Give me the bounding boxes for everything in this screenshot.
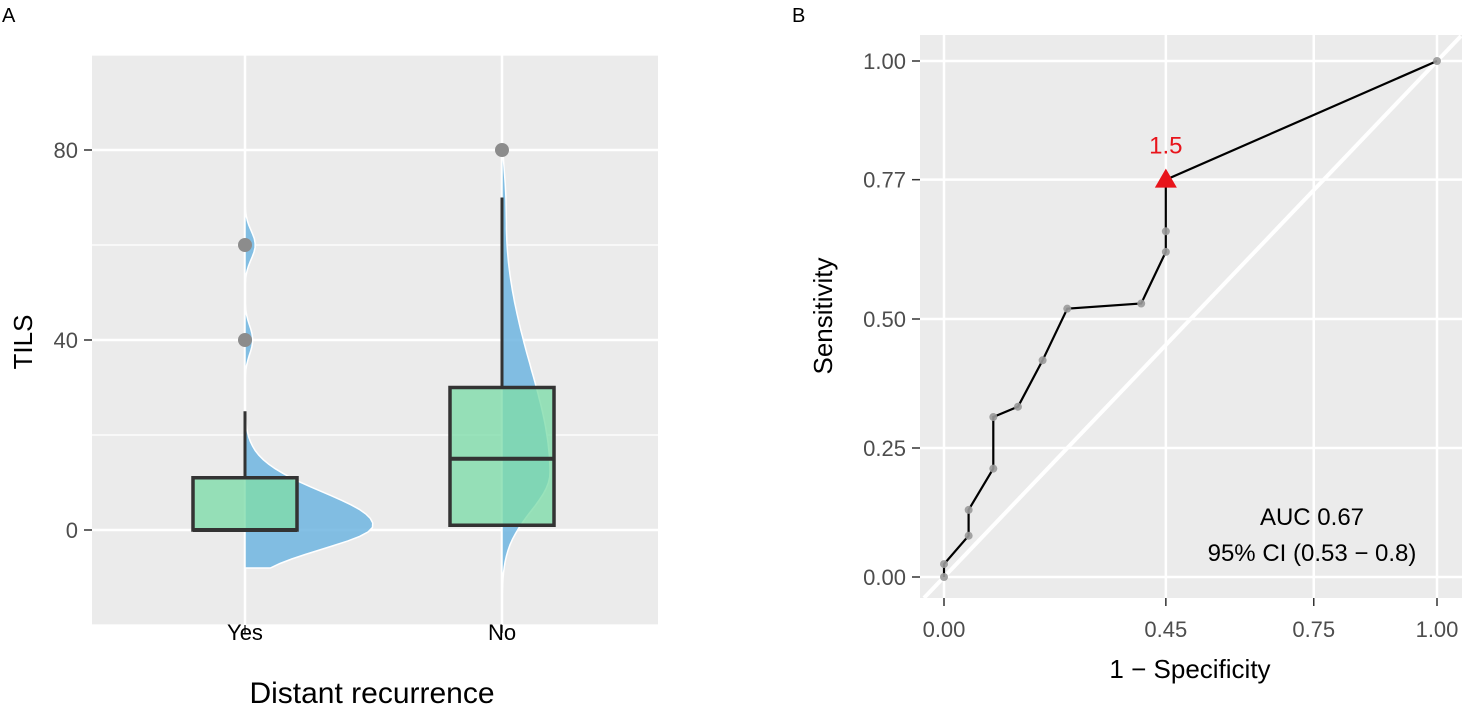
panel-a-letter: A (2, 5, 16, 27)
x-tick-label: Yes (227, 620, 263, 645)
outlier-point (495, 143, 509, 157)
y-tick-label: 0 (66, 518, 78, 543)
cutoff-label: 1.5 (1149, 133, 1182, 160)
y-tick-label: 0.50 (863, 307, 906, 332)
outlier-point (238, 333, 252, 347)
y-tick-label: 0.25 (863, 436, 906, 461)
panel-a-y-ticks: 0 40 80 (54, 138, 92, 543)
x-tick-label: 1.00 (1416, 617, 1459, 642)
y-tick-label: 80 (54, 138, 78, 163)
panel-a: A 0 40 80 Yes No TILS Distant recurrence (2, 5, 658, 710)
panel-a-x-axis-title: Distant recurrence (249, 677, 494, 710)
roc-point (989, 464, 998, 473)
roc-point (1161, 227, 1170, 236)
roc-point (964, 505, 973, 514)
auc-annotation: AUC 0.67 (1260, 504, 1364, 531)
y-tick-label: 40 (54, 328, 78, 353)
ci-annotation: 95% CI (0.53 − 0.8) (1208, 540, 1417, 567)
panel-b-y-axis-title: Sensitivity (808, 257, 838, 374)
x-tick-label: 0.75 (1292, 617, 1335, 642)
panel-b: B 1.5 0.00 0.25 0.50 0.77 1.00 0.00 0.45 0.75 1… (792, 5, 1463, 684)
x-tick-label: 0.00 (923, 617, 966, 642)
roc-point (940, 560, 948, 569)
x-tick-label: 0.45 (1144, 617, 1187, 642)
roc-point (1137, 299, 1146, 308)
panel-b-x-axis-title: 1 − Specificity (1109, 654, 1270, 684)
panel-b-marks: 1.5 (922, 34, 1463, 600)
panel-a-marks (191, 143, 556, 603)
panel-b-x-ticks: 0.00 0.45 0.75 1.00 (923, 598, 1459, 642)
roc-point (1038, 356, 1047, 365)
cutoff-marker (1154, 168, 1177, 188)
box (191, 476, 299, 532)
panel-b-y-ticks: 0.00 0.25 0.50 0.77 1.00 (863, 49, 920, 590)
roc-point (940, 573, 948, 581)
y-tick-label: 0.77 (863, 168, 906, 193)
reference-diagonal (922, 34, 1463, 600)
box (448, 385, 556, 527)
x-tick-label: No (488, 620, 516, 645)
panel-a-y-axis-title: TILS (8, 315, 38, 370)
roc-point (964, 531, 973, 540)
panel-a-x-ticks: Yes No (227, 620, 516, 645)
y-tick-label: 0.00 (863, 565, 906, 590)
roc-point (1013, 402, 1022, 411)
roc-point (989, 413, 998, 422)
roc-point (1433, 57, 1441, 65)
roc-point (1063, 304, 1072, 313)
panel-b-letter: B (792, 5, 805, 27)
y-tick-label: 1.00 (863, 49, 906, 74)
roc-point (1161, 247, 1170, 256)
outlier-point (238, 238, 252, 252)
